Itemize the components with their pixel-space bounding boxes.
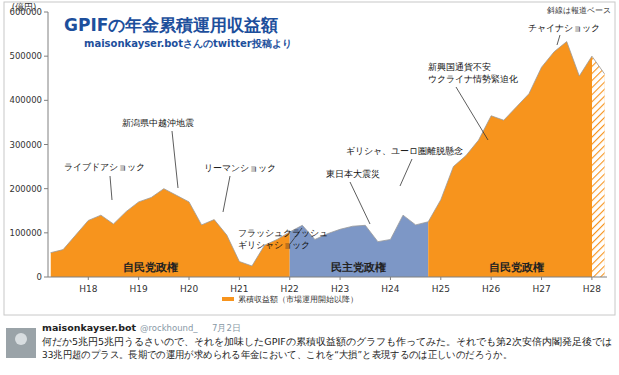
- y-tick-label: 500000: [10, 51, 42, 61]
- x-tick-label: H28: [583, 284, 601, 294]
- x-tick-label: H19: [130, 284, 148, 294]
- era-group: [428, 42, 604, 277]
- y-tick-label: 0: [37, 272, 42, 282]
- note: 斜線は報道ベース: [547, 6, 611, 15]
- y-tick: [44, 277, 48, 278]
- annotation: 新潟県中越沖地震: [122, 118, 194, 128]
- estimate-group: [592, 42, 605, 277]
- legend-swatch: [222, 297, 234, 301]
- annotation: リーマンショック: [204, 163, 276, 173]
- x-tick-label: H24: [381, 284, 399, 294]
- x-tick-label: H23: [331, 284, 349, 294]
- x-tick: [340, 277, 341, 280]
- annotation-line: [557, 35, 560, 45]
- x-tick-label: H25: [432, 284, 450, 294]
- annotation: 新興国通貨不安: [428, 62, 491, 72]
- chart-root: 0100000200000300000400000500000600000H18…: [0, 0, 619, 375]
- era-area: [428, 42, 604, 277]
- x-tick-label: H21: [230, 284, 248, 294]
- area-outline: [51, 42, 605, 266]
- estimate-area: [592, 42, 605, 277]
- x-tick: [189, 277, 190, 280]
- x-tick-label: H22: [281, 284, 299, 294]
- annotation-line: [456, 87, 488, 140]
- y-tick: [44, 12, 48, 13]
- era-area: [51, 42, 290, 277]
- legend-label: 累積収益額（市場運用開始以降）: [238, 295, 358, 304]
- annotation-line: [350, 182, 370, 224]
- x-tick-label: H26: [482, 284, 500, 294]
- annotation: ギリシャショック: [238, 240, 310, 250]
- era-label: 自民党政権: [123, 261, 178, 274]
- y-tick-label: 300000: [10, 140, 42, 150]
- annotation-line: [172, 131, 178, 188]
- annotation: ライブドアショック: [64, 162, 145, 172]
- annotation-line: [400, 159, 412, 186]
- annotation: フラッシュクラッシュ: [238, 228, 328, 238]
- x-tick: [491, 277, 492, 280]
- tweet-handle: @rockhound_: [140, 323, 198, 333]
- avatar: [6, 328, 36, 358]
- x-tick: [440, 277, 441, 280]
- subtitle: maisonkayser.botさんのtwitter投稿より: [84, 38, 292, 49]
- tweet-text: 33兆円超のプラス。長期での運用が求められる年金において、これを“大損”と表現す…: [42, 349, 512, 360]
- x-tick-label: H18: [79, 284, 97, 294]
- era-label: 民主党政権: [331, 261, 386, 274]
- y-tick: [44, 232, 48, 233]
- annotation-line: [223, 176, 230, 212]
- x-axis: [48, 277, 607, 278]
- avatar-icon: [15, 333, 27, 345]
- annotation: 東日本大震災: [326, 169, 380, 179]
- y-tick-label: 100000: [10, 228, 42, 238]
- y-tick: [44, 100, 48, 101]
- x-tick: [88, 277, 89, 280]
- annotation: チャイナショック: [528, 23, 600, 33]
- x-tick: [541, 277, 542, 280]
- y-tick: [44, 188, 48, 189]
- chart-frame: [4, 2, 615, 315]
- y-tick-label: 200000: [10, 184, 42, 194]
- annotation: ギリシャ、ユーロ圏離脱懸念: [346, 146, 463, 156]
- era-area: [290, 42, 428, 277]
- tweet-date: 7月2日: [212, 323, 241, 333]
- era-group: [290, 42, 428, 277]
- x-tick: [289, 277, 290, 280]
- x-tick: [390, 277, 391, 280]
- tweet-user: maisonkayser.bot: [42, 322, 137, 333]
- x-tick: [239, 277, 240, 280]
- tweet-text: 何だか5兆円5兆円うるさいので、それを加味したGPIFの累積収益額のグラフも作っ…: [42, 336, 612, 347]
- y-tick-label: 400000: [10, 95, 42, 105]
- x-tick-label: H20: [180, 284, 198, 294]
- background: [0, 0, 619, 375]
- y-axis-label: (億円): [12, 2, 37, 12]
- x-tick: [591, 277, 592, 280]
- x-tick: [138, 277, 139, 280]
- x-tick-label: H27: [532, 284, 550, 294]
- plot-area: [51, 42, 605, 277]
- annotation: ウクライナ情勢緊迫化: [428, 74, 518, 84]
- era-group: [51, 42, 290, 277]
- y-tick: [44, 56, 48, 57]
- era-label: 自民党政権: [489, 261, 544, 274]
- y-tick: [44, 144, 48, 145]
- annotation-line: [110, 176, 112, 200]
- title: GPIFの年金累積運用収益額: [64, 15, 278, 35]
